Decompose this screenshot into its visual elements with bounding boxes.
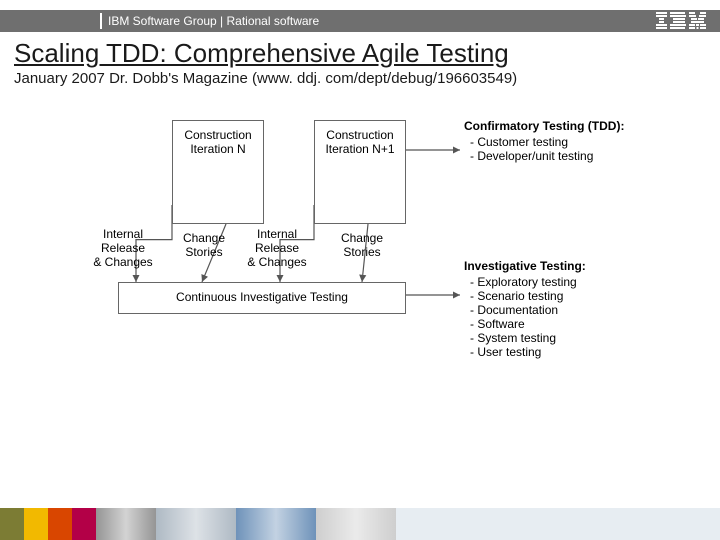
header-bar: IBM Software Group | Rational software [0,10,720,32]
diagram: ConstructionIteration N ConstructionItera… [84,120,644,410]
node-invL4: - Software [470,318,644,332]
footer-block [96,508,156,540]
slide-title: Scaling TDD: Comprehensive Agile Testing [14,38,509,69]
node-relChg1: InternalRelease& Changes [84,228,162,272]
footer-block [24,508,48,540]
node-invL1: - Exploratory testing [470,276,644,290]
footer-block [396,508,720,540]
ibm-logo [656,12,706,32]
node-iterN: ConstructionIteration N [172,120,264,224]
footer-block [316,508,396,540]
node-change2: ChangeStories [332,232,392,262]
node-invL2: - Scenario testing [470,290,644,304]
node-invL6: - User testing [470,346,644,360]
slide-subtitle: January 2007 Dr. Dobb's Magazine (www. d… [14,70,517,87]
node-iterN1: ConstructionIteration N+1 [314,120,406,224]
node-relChg2: InternalRelease& Changes [238,228,316,272]
node-confL2: - Developer/unit testing [470,150,644,164]
footer-block [156,508,236,540]
footer-block [48,508,72,540]
node-contInv: Continuous Investigative Testing [118,282,406,314]
header-text: IBM Software Group | Rational software [108,14,319,28]
footer-strip [0,508,720,540]
footer-block [72,508,96,540]
footer-block [236,508,316,540]
node-confHead: Confirmatory Testing (TDD): [464,120,644,136]
node-invL5: - System testing [470,332,644,346]
node-change1: ChangeStories [174,232,234,262]
header-divider [100,13,102,29]
node-invL3: - Documentation [470,304,644,318]
node-confL1: - Customer testing [470,136,644,150]
node-invHead: Investigative Testing: [464,260,644,276]
footer-block [0,508,24,540]
